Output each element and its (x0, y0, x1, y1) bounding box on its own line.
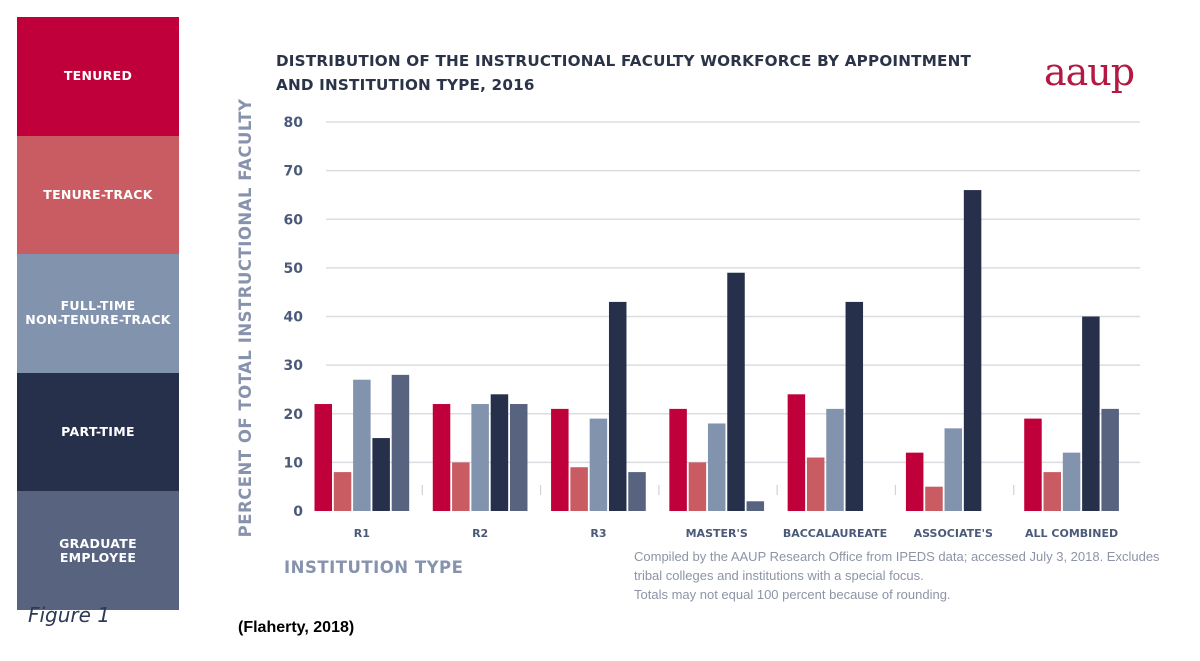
bar-full-time-non-tenure-track (707, 423, 726, 511)
bar-part-time (727, 272, 745, 511)
citation: (Flaherty, 2018) (238, 619, 355, 636)
figure-label: Figure 1 (28, 603, 111, 627)
bar-tenure-track (688, 462, 707, 511)
y-tick-label: 0 (293, 504, 303, 520)
y-axis-title: PERCENT OF TOTAL INSTRUCTIONAL FACULTY (236, 98, 255, 537)
bar-full-time-non-tenure-track (353, 379, 371, 511)
x-category-label: R2 (472, 527, 488, 540)
bar-part-time (963, 190, 982, 511)
chart-title: DISTRIBUTION OF THE INSTRUCTIONAL FACULT… (276, 52, 972, 94)
y-tick-label: 50 (284, 261, 304, 277)
bar-full-time-non-tenure-track (826, 408, 844, 511)
y-tick-label: 40 (284, 310, 304, 326)
legend-item: FULL-TIME NON-TENURE-TRACK (17, 254, 179, 373)
bar-graduate-employee (628, 472, 646, 511)
bar-full-time-non-tenure-track (589, 418, 608, 511)
aaup-logo: aaup (1044, 50, 1135, 94)
legend-item-label: PART-TIME (61, 424, 135, 440)
legend-item-label: FULL-TIME NON-TENURE-TRACK (25, 298, 171, 328)
x-category-label: R1 (354, 527, 370, 540)
source-note-line: tribal colleges and institutions with a … (634, 568, 924, 583)
bar-part-time (372, 438, 390, 511)
bar-part-time (608, 301, 627, 511)
source-note: Compiled by the AAUP Research Office fro… (634, 547, 1174, 604)
bar-full-time-non-tenure-track (944, 428, 963, 511)
legend: TENURED TENURE-TRACK FULL-TIME NON-TENURE-… (17, 17, 179, 610)
bar-part-time (1082, 316, 1100, 511)
y-tick-label: 70 (284, 164, 304, 180)
bar-tenure-track (333, 472, 352, 511)
source-note-line: Compiled by the AAUP Research Office fro… (634, 549, 1160, 564)
legend-item: TENURED (17, 17, 179, 136)
bar-tenure-track (570, 467, 588, 511)
legend-item-label: GRADUATE EMPLOYEE (59, 535, 137, 565)
y-tick-label: 60 (284, 212, 304, 228)
bar-tenured (432, 404, 451, 511)
x-category-label: BACCALAUREATE (783, 527, 887, 540)
bar-tenured (551, 408, 569, 511)
x-category-label: MASTER'S (686, 527, 748, 540)
x-category-label: ALL COMBINED (1025, 527, 1118, 540)
source-note-line: Totals may not equal 100 percent because… (634, 587, 951, 602)
bar-tenure-track (925, 486, 943, 511)
y-axis-ticks: 0 10 20 30 40 50 60 70 80 (284, 115, 304, 520)
bar-part-time (845, 301, 864, 511)
bar-tenured (905, 452, 924, 511)
bar-tenure-track (452, 462, 470, 511)
bar-part-time (490, 394, 509, 511)
y-tick-label: 20 (284, 407, 304, 423)
x-category-label: ASSOCIATE'S (914, 527, 993, 540)
bars (314, 190, 1119, 511)
bar-tenure-track (1043, 472, 1062, 511)
bar-tenured (669, 408, 687, 511)
legend-item: GRADUATE EMPLOYEE (17, 491, 179, 610)
bar-tenured (314, 404, 332, 511)
bar-tenured (787, 394, 806, 511)
bar-graduate-employee (391, 374, 410, 511)
category-separators (421, 485, 1015, 495)
legend-item: PART-TIME (17, 372, 179, 492)
bar-graduate-employee (509, 404, 528, 511)
x-category-label: R3 (590, 527, 606, 540)
x-axis-title: INSTITUTION TYPE (284, 558, 464, 577)
y-tick-label: 10 (284, 455, 304, 471)
bar-tenured (1024, 418, 1042, 511)
y-tick-label: 30 (284, 358, 304, 374)
bar-full-time-non-tenure-track (1062, 452, 1081, 511)
y-tick-label: 80 (284, 115, 304, 131)
bar-graduate-employee (746, 501, 765, 511)
bar-graduate-employee (1101, 408, 1119, 511)
legend-item-label: TENURED (63, 68, 133, 84)
bar-full-time-non-tenure-track (471, 404, 489, 511)
legend-item-label: TENURE-TRACK (43, 186, 153, 202)
legend-item: TENURE-TRACK (17, 135, 179, 255)
x-axis-categories: R1 R2 R3 MASTER'S BACCALAUREATE ASSOCIATE'S AL… (354, 527, 1118, 540)
bar-tenure-track (806, 457, 825, 511)
